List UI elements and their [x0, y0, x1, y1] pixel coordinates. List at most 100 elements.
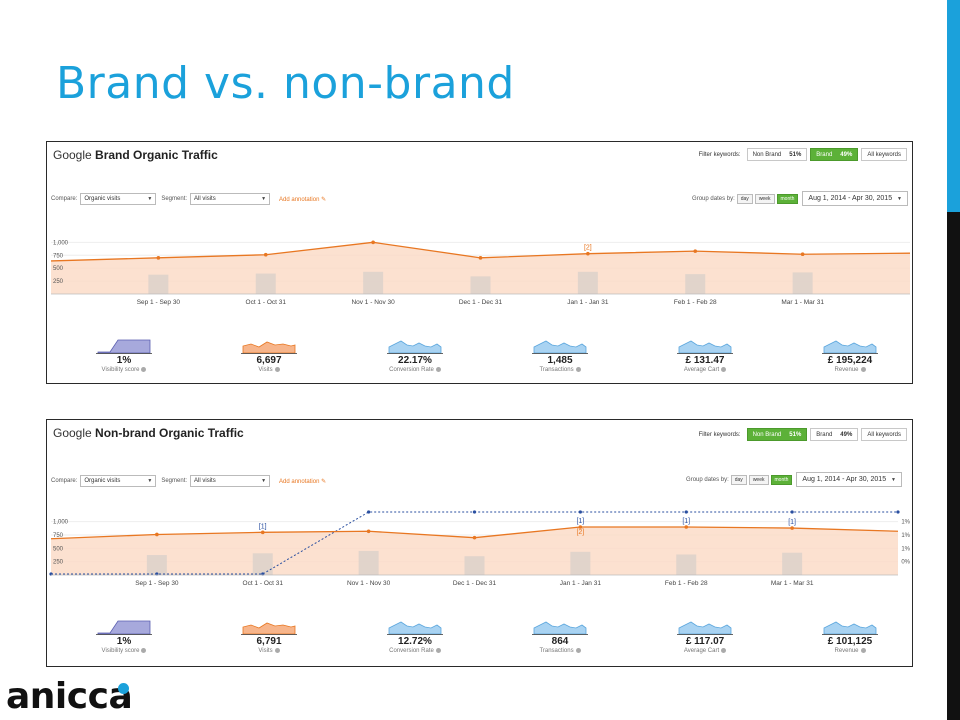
- metrics-row: 1% Visibility score 6,791 Visits 12.72% Conve…: [47, 619, 912, 659]
- y-tick-label: 1,000: [53, 240, 69, 246]
- group-week-button[interactable]: week: [754, 193, 775, 204]
- y-tick-label: 250: [53, 560, 64, 566]
- metric-visits[interactable]: 6,791 Visits: [214, 619, 324, 654]
- segment-value: All visits: [194, 196, 216, 202]
- metric-visits[interactable]: 6,697 Visits: [214, 338, 324, 373]
- filter-all-keywords-button[interactable]: All keywords: [861, 148, 907, 161]
- visibility-bar: [685, 274, 706, 294]
- visibility-bar: [792, 272, 813, 294]
- segment-label: Segment:: [161, 478, 188, 484]
- group-week-button[interactable]: week: [748, 474, 769, 485]
- metric-label: Revenue: [795, 648, 905, 654]
- visits-point: [472, 535, 477, 540]
- metric-transactions[interactable]: 864 Transactions: [505, 619, 615, 654]
- segment-select[interactable]: All visits ▼: [190, 475, 271, 487]
- visibility-bar: [148, 274, 169, 294]
- y-tick-label: 250: [53, 279, 64, 285]
- info-icon[interactable]: [575, 648, 581, 653]
- segment-select[interactable]: All visits ▼: [190, 193, 271, 205]
- metric-label-text: Average Cart: [683, 648, 720, 655]
- sparkline-shape: [678, 340, 732, 354]
- visibility-point: [578, 510, 582, 514]
- metric-conversion-rate[interactable]: 12.72% Conversion Rate: [360, 619, 470, 654]
- compare-label: Compare:: [51, 478, 78, 484]
- compare-select[interactable]: Organic visits ▼: [80, 193, 157, 205]
- group-dates-control: Group dates by: day week month Aug 1, 20…: [686, 472, 902, 487]
- metric-label-text: Conversion Rate: [389, 648, 434, 655]
- date-range-picker[interactable]: Aug 1, 2014 - Apr 30, 2015 ▼: [796, 472, 902, 487]
- visits-point: [578, 525, 583, 529]
- metric-value: 6,791: [256, 636, 282, 647]
- info-icon[interactable]: [721, 367, 727, 372]
- group-day-button[interactable]: day: [736, 193, 753, 204]
- x-tick-label: Sep 1 - Sep 30: [137, 299, 181, 306]
- metric-visibility-score[interactable]: 1% Visibility score: [69, 619, 179, 654]
- group-day-button[interactable]: day: [730, 474, 747, 485]
- metric-revenue[interactable]: £ 101,125 Revenue: [795, 619, 905, 654]
- date-range-picker[interactable]: Aug 1, 2014 - Apr 30, 2015 ▼: [802, 191, 908, 206]
- info-icon[interactable]: [721, 648, 727, 653]
- compare-value: Organic visits: [84, 478, 121, 484]
- traffic-chart: 1,000 750 500 250 [2] Sep 1 - Sep 30 Oct 1 - O…: [50, 240, 911, 306]
- info-icon[interactable]: [274, 648, 280, 653]
- chevron-down-icon: ▼: [147, 478, 153, 484]
- sparkline-shape: [242, 341, 296, 354]
- filter-brand-button[interactable]: Brand 49%: [810, 428, 859, 441]
- traffic-chart: 1,000 750 500 250 1% 1% 1% 0% [1] [1] [2] [1] [1] Sep…: [49, 510, 911, 587]
- filter-button-label: Brand: [816, 151, 833, 158]
- metric-conversion-rate[interactable]: 22.17% Conversion Rate: [360, 338, 470, 373]
- compare-select[interactable]: Organic visits ▼: [80, 475, 157, 487]
- metric-average-cart[interactable]: £ 131.47 Average Cart: [650, 338, 760, 373]
- metric-revenue[interactable]: £ 195,224 Revenue: [795, 338, 905, 373]
- metric-visibility-score[interactable]: 1% Visibility score: [69, 338, 179, 373]
- annotation-marker: [1]: [259, 523, 267, 530]
- add-annotation-label: Add annotation: [279, 196, 320, 203]
- filter-non-brand-button[interactable]: Non Brand 51%: [746, 148, 808, 161]
- visits-point: [684, 525, 689, 529]
- right-tick-label: 1%: [901, 533, 910, 539]
- add-annotation-link[interactable]: Add annotation ✎: [279, 478, 326, 485]
- filter-brand-button[interactable]: Brand 49%: [810, 148, 859, 161]
- visibility-bar: [570, 551, 591, 575]
- visits-point: [156, 256, 161, 260]
- compare-value: Organic visits: [84, 196, 121, 202]
- sparkline: [677, 621, 733, 635]
- date-range-value: Aug 1, 2014 - Apr 30, 2015: [808, 195, 893, 202]
- visits-point: [790, 526, 794, 530]
- metric-value: 6,697: [256, 355, 282, 366]
- group-dates-control: Group dates by: day week month Aug 1, 20…: [692, 191, 908, 206]
- x-tick-label: Sep 1 - Sep 30: [135, 580, 179, 587]
- info-icon[interactable]: [860, 367, 866, 372]
- info-icon[interactable]: [141, 367, 147, 372]
- compare-control: Compare: Organic visits ▼ Segment: All vi…: [51, 475, 326, 487]
- info-icon[interactable]: [141, 648, 147, 653]
- metric-transactions[interactable]: 1,485 Transactions: [505, 338, 615, 373]
- info-icon[interactable]: [274, 367, 280, 372]
- info-icon[interactable]: [435, 648, 441, 653]
- metric-average-cart[interactable]: £ 117.07 Average Cart: [650, 619, 760, 654]
- panel-title-prefix: Google: [53, 148, 92, 162]
- annotation-marker: [2]: [584, 245, 592, 252]
- visibility-bar: [782, 552, 803, 575]
- info-icon[interactable]: [575, 367, 581, 372]
- filter-non-brand-button[interactable]: Non Brand 51%: [746, 428, 808, 441]
- group-dates-label: Group dates by:: [692, 195, 735, 202]
- annotation-marker: [1]: [682, 518, 690, 525]
- filter-button-label: Non Brand: [752, 431, 782, 438]
- add-annotation-link[interactable]: Add annotation ✎: [279, 196, 326, 203]
- visibility-bar: [358, 550, 379, 575]
- chevron-down-icon: ▼: [897, 196, 902, 202]
- group-month-button[interactable]: month: [770, 474, 793, 485]
- x-tick-label: Feb 1 - Feb 28: [665, 580, 708, 587]
- logo-dot: [118, 683, 129, 694]
- visits-point: [478, 256, 483, 260]
- y-tick-label: 500: [53, 266, 64, 272]
- filter-label: Filter keywords:: [698, 431, 741, 438]
- visibility-point: [684, 510, 688, 514]
- sparkline-shape: [533, 621, 587, 635]
- group-month-button[interactable]: month: [776, 193, 799, 204]
- filter-all-keywords-button[interactable]: All keywords: [861, 428, 907, 441]
- info-icon[interactable]: [435, 367, 441, 372]
- x-tick-label: Dec 1 - Dec 31: [453, 580, 497, 587]
- info-icon[interactable]: [860, 648, 866, 653]
